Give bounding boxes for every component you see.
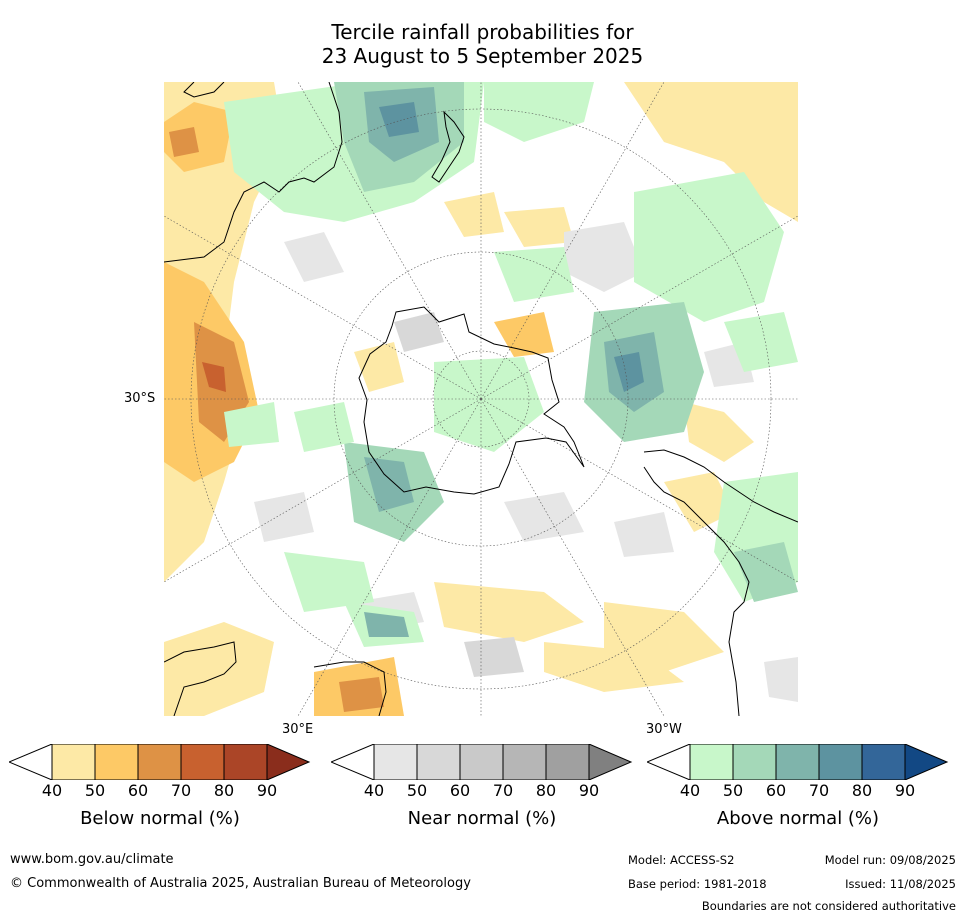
probability-map [164,82,798,716]
tick: 40 [679,781,701,800]
tick: 50 [406,781,428,800]
tick: 70 [492,781,514,800]
tick: 40 [41,781,63,800]
tick: 50 [722,781,744,800]
copyright-text: © Commonwealth of Australia 2025, Austra… [10,876,471,891]
tick: 60 [765,781,787,800]
longitude-label-30e: 30°E [282,722,314,737]
near-normal-areas [254,222,798,702]
longitude-label-30w: 30°W [646,722,682,737]
model-run-text: Model run: 09/08/2025 [824,853,956,867]
colorbar-near-title: Near normal (%) [407,808,557,829]
map-title: Tercile rainfall probabilities for 23 Au… [0,20,965,68]
meridian-lines [164,82,798,716]
tick: 60 [127,781,149,800]
above-normal-areas [224,82,798,647]
tick: 90 [256,781,278,800]
model-text: Model: ACCESS-S2 [628,853,735,867]
map-canvas [164,82,798,716]
australia-coast [164,82,343,263]
africa-coast [164,641,237,716]
new-zealand-coast [431,110,465,183]
tick: 90 [894,781,916,800]
antarctica-coast [358,306,585,495]
disclaimer-text: Boundaries are not considered authoritat… [701,899,956,913]
base-period-text: Base period: 1981-2018 [628,877,767,891]
tick: 70 [170,781,192,800]
website-link[interactable]: www.bom.gov.au/climate [10,852,174,867]
tick: 80 [535,781,557,800]
tick: 40 [363,781,385,800]
colorbar-above-title: Above normal (%) [716,808,880,829]
title-line-1: Tercile rainfall probabilities for [331,20,634,44]
colorbar-below-title: Below normal (%) [80,808,240,829]
tick: 70 [808,781,830,800]
tick: 90 [578,781,600,800]
latitude-label-30s: 30°S [124,391,156,406]
tick: 80 [213,781,235,800]
south-america-coast [643,449,798,523]
tick: 80 [851,781,873,800]
tick: 60 [449,781,471,800]
issued-text: Issued: 11/08/2025 [845,877,956,891]
title-line-2: 23 August to 5 September 2025 [321,44,644,68]
coastlines [164,82,798,716]
tick: 50 [84,781,106,800]
